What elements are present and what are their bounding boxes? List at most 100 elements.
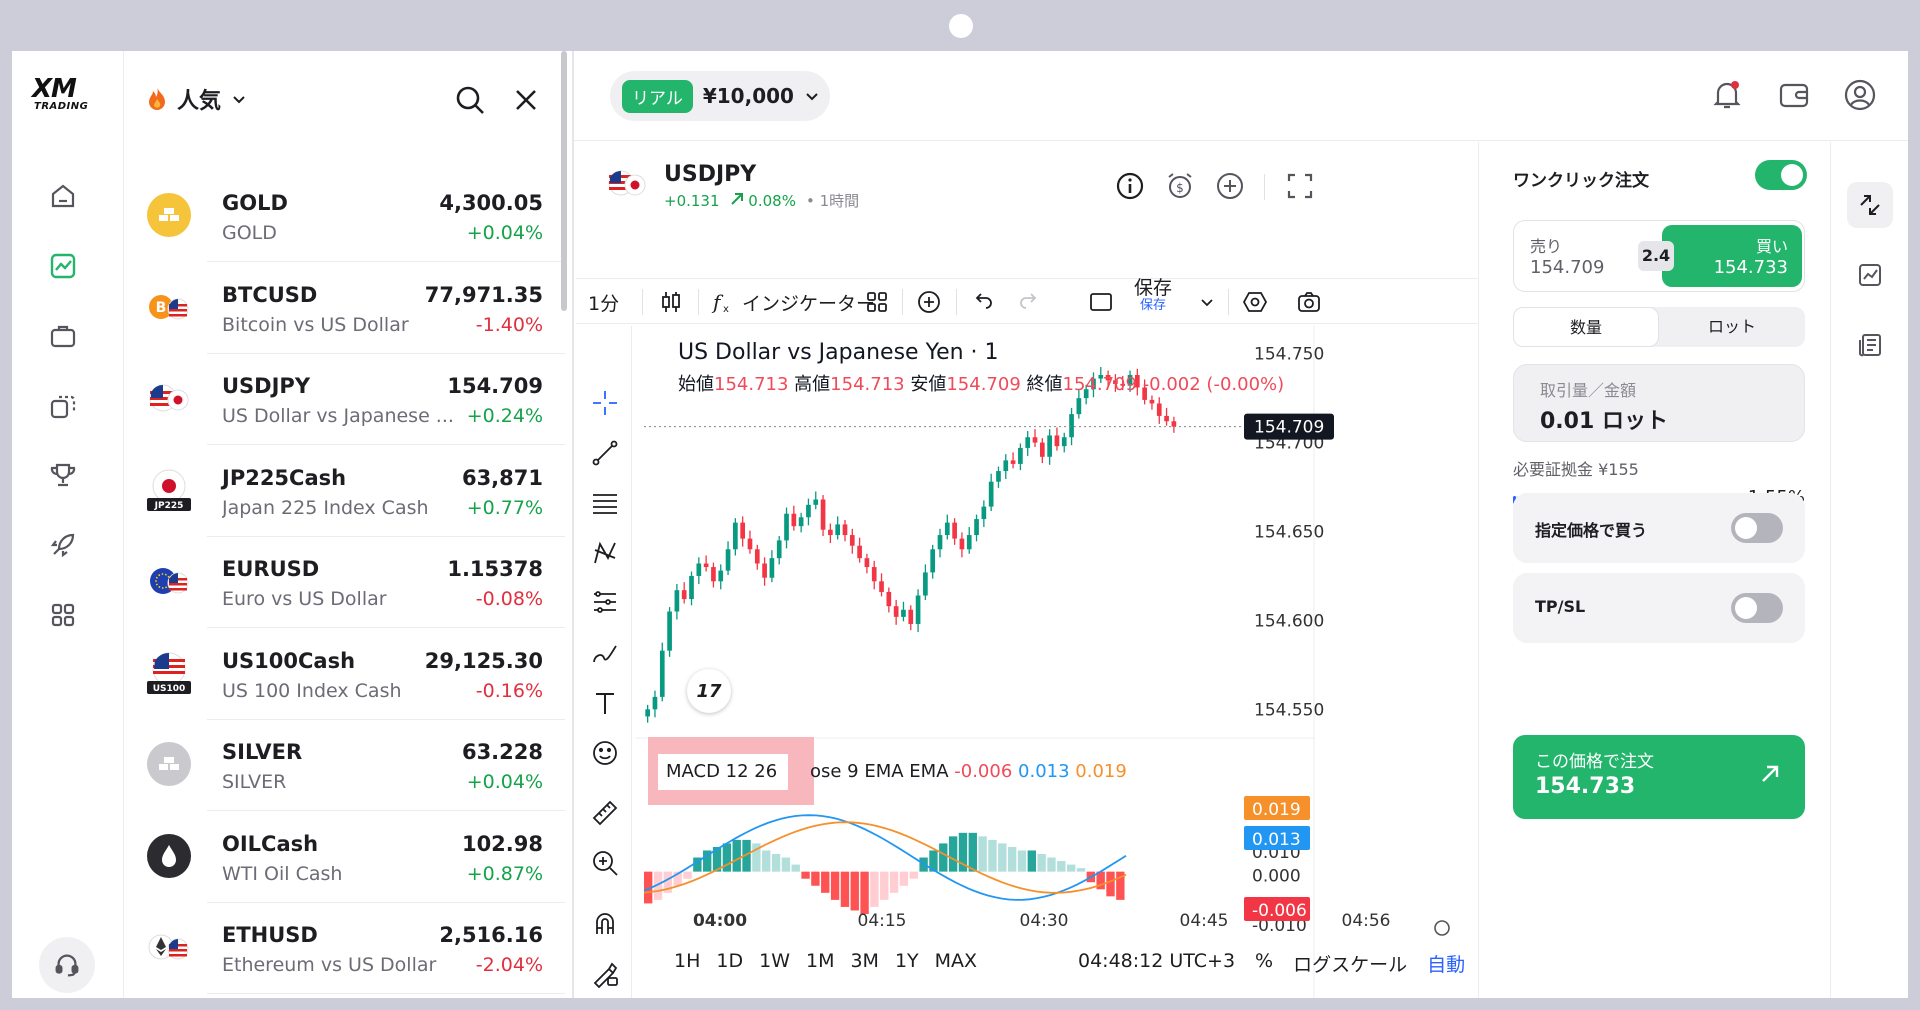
trophy-icon[interactable] bbox=[43, 455, 83, 495]
wallet-icon[interactable] bbox=[1776, 77, 1812, 113]
macd-label[interactable]: MACD 12 26 bbox=[658, 754, 788, 790]
auto-scale-toggle[interactable]: 自動 bbox=[1427, 954, 1466, 976]
save-label: 保存 bbox=[1134, 277, 1173, 299]
candle-type-icon[interactable] bbox=[658, 279, 684, 325]
range-max[interactable]: MAX bbox=[934, 950, 978, 972]
ruler-icon[interactable] bbox=[590, 798, 620, 828]
price-alert-icon[interactable]: $ bbox=[1164, 170, 1196, 202]
sell-label: 売り bbox=[1530, 237, 1563, 256]
limit-buy-toggle[interactable] bbox=[1731, 513, 1783, 543]
market-row-us100cash[interactable]: US100 US100Cash US 100 Index Cash 29,125.30… bbox=[125, 629, 565, 720]
range-1w[interactable]: 1W bbox=[759, 950, 790, 972]
notification-bell-icon[interactable] bbox=[1709, 77, 1745, 113]
range-1h[interactable]: 1H bbox=[674, 950, 701, 972]
interval-button[interactable]: 1分 bbox=[588, 279, 619, 325]
silver-bars-icon bbox=[147, 742, 191, 786]
macd-hist-bar bbox=[653, 871, 663, 900]
info-icon[interactable] bbox=[1114, 170, 1146, 202]
layout-grid-icon[interactable] bbox=[864, 279, 890, 325]
market-price: 102.98 bbox=[461, 831, 543, 856]
candle-body bbox=[930, 549, 936, 573]
buy-button[interactable]: 買い 154.733 bbox=[1662, 225, 1802, 287]
add-compare-icon[interactable] bbox=[916, 279, 942, 325]
copy-trading-icon[interactable] bbox=[43, 386, 83, 426]
place-order-button[interactable]: この価格で注文 154.733 bbox=[1513, 735, 1805, 819]
apps-icon[interactable] bbox=[43, 595, 83, 635]
market-row-usdjpy[interactable]: USDJPY US Dollar vs Japanese ... 154.709 +0… bbox=[125, 354, 565, 445]
market-row-oilcash[interactable]: OILCash WTI Oil Cash 102.98 +0.87% bbox=[125, 812, 565, 903]
candle-body bbox=[915, 595, 921, 624]
chevron-down-icon[interactable] bbox=[1194, 279, 1220, 325]
home-icon[interactable] bbox=[43, 176, 83, 216]
rectangle-icon[interactable] bbox=[1088, 279, 1114, 325]
volume-input[interactable]: 取引量／金額 0.01 ロット bbox=[1513, 364, 1805, 442]
briefcase-icon[interactable] bbox=[43, 316, 83, 356]
category-dropdown[interactable]: 人気 bbox=[147, 83, 247, 115]
macd-hist-bar bbox=[850, 871, 859, 911]
add-circle-icon[interactable] bbox=[1214, 170, 1246, 202]
close-icon[interactable] bbox=[511, 85, 541, 115]
candle-body bbox=[944, 522, 950, 536]
save-button[interactable]: 保存 保存 bbox=[1134, 279, 1172, 325]
macd-hist-bar bbox=[1037, 854, 1046, 872]
camera-icon[interactable] bbox=[1296, 279, 1322, 325]
segment-quantity[interactable]: 数量 bbox=[1513, 307, 1659, 347]
segment-lot[interactable]: ロット bbox=[1707, 317, 1756, 336]
settings-hex-icon[interactable] bbox=[1242, 279, 1268, 325]
forecast-icon[interactable] bbox=[590, 588, 620, 618]
percent-toggle[interactable]: % bbox=[1255, 950, 1274, 972]
sell-button[interactable]: 売り 154.709 bbox=[1514, 221, 1634, 291]
market-row-ethusd[interactable]: ETHUSD Ethereum vs US Dollar 2,516.16 -2.04… bbox=[125, 903, 565, 994]
candle-body bbox=[1156, 403, 1162, 416]
profile-icon[interactable] bbox=[1842, 77, 1878, 113]
tradingview-logo[interactable]: 17 bbox=[687, 669, 731, 713]
magnet-icon[interactable] bbox=[590, 908, 620, 938]
undo-icon[interactable] bbox=[970, 279, 996, 325]
redo-icon[interactable] bbox=[1016, 279, 1042, 325]
app-window: XM TRADING 人気 bbox=[12, 51, 1908, 998]
macd-axis-blue-tag-bg bbox=[1244, 826, 1310, 850]
one-click-toggle[interactable] bbox=[1755, 160, 1807, 190]
markets-scrollbar[interactable] bbox=[561, 51, 567, 311]
xm-logo[interactable]: XM TRADING bbox=[32, 76, 104, 112]
log-scale-toggle[interactable]: ログスケール bbox=[1293, 954, 1408, 976]
crosshair-icon[interactable] bbox=[590, 388, 620, 418]
chart-icon[interactable] bbox=[43, 246, 83, 286]
account-selector[interactable]: リアル ¥10,000 bbox=[610, 71, 830, 121]
pattern-icon[interactable] bbox=[590, 538, 620, 568]
emoji-icon[interactable] bbox=[590, 738, 620, 768]
search-icon[interactable] bbox=[453, 83, 487, 117]
fullscreen-icon[interactable] bbox=[1284, 170, 1316, 202]
lock-drawing-icon[interactable] bbox=[590, 958, 620, 989]
trend-line-icon[interactable] bbox=[590, 438, 620, 468]
range-1m[interactable]: 1M bbox=[805, 950, 835, 972]
chevron-down-icon bbox=[233, 96, 245, 104]
tpsl-toggle[interactable] bbox=[1731, 593, 1783, 623]
market-row-silver[interactable]: SILVER SILVER 63.228 +0.04% bbox=[125, 720, 565, 811]
range-3m[interactable]: 3M bbox=[850, 950, 879, 972]
text-tool-icon[interactable] bbox=[590, 688, 620, 718]
market-row-btcusd[interactable]: B BTCUSD Bitcoin vs US Dollar 77,971.35 -1.4… bbox=[125, 263, 565, 354]
panel-divider[interactable] bbox=[572, 51, 574, 998]
range-1y[interactable]: 1Y bbox=[894, 950, 919, 972]
chart-image-icon[interactable] bbox=[1847, 252, 1893, 298]
price-chart[interactable]: 154.550154.600154.650154.700154.750154.7… bbox=[574, 142, 1478, 998]
macd-hist-bar bbox=[1047, 857, 1056, 872]
market-row-jp225cash[interactable]: JP225 JP225Cash Japan 225 Index Cash 63,871… bbox=[125, 446, 565, 537]
news-icon[interactable] bbox=[1847, 322, 1893, 368]
rocket-icon[interactable] bbox=[43, 525, 83, 565]
markets-header: 人気 bbox=[125, 51, 565, 147]
range-1d[interactable]: 1D bbox=[716, 950, 744, 972]
fib-lines-icon[interactable] bbox=[590, 488, 620, 518]
zoom-in-icon[interactable] bbox=[590, 848, 620, 878]
brush-icon[interactable] bbox=[590, 638, 620, 668]
trade-panel-icon[interactable] bbox=[1847, 182, 1893, 228]
candle-body bbox=[923, 572, 928, 596]
market-row-eurusd[interactable]: EURUSD Euro vs US Dollar 1.15378 -0.08% bbox=[125, 537, 565, 628]
support-headset-icon[interactable] bbox=[39, 937, 95, 993]
clock[interactable]: 04:48:12 UTC+3 bbox=[1078, 950, 1236, 972]
market-row-gold[interactable]: GOLD GOLD 4,300.05 +0.04% bbox=[125, 171, 565, 262]
macd-axis-orange-tag: 0.019 bbox=[1252, 800, 1301, 820]
